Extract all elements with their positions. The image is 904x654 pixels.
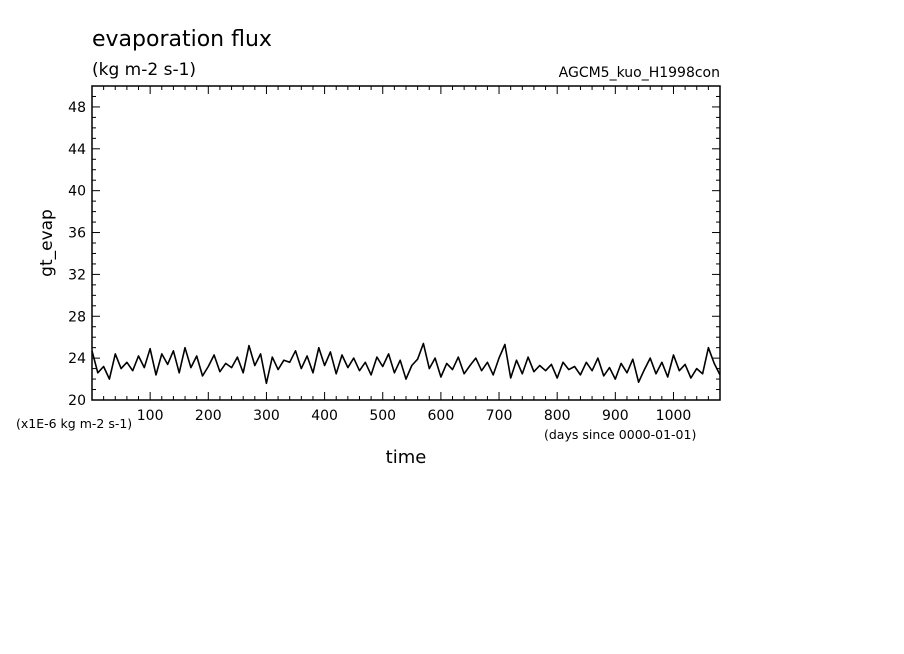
series-layer	[91, 342, 721, 385]
x-unit-note: (days since 0000-01-01)	[544, 427, 696, 442]
y-tick-label: 40	[68, 184, 86, 200]
x-tick-label: 1000	[656, 408, 692, 424]
x-tick-label: 900	[602, 408, 629, 424]
y-tick-label: 28	[68, 309, 86, 325]
x-tick-label: 800	[544, 408, 571, 424]
y-tick-label: 44	[68, 142, 86, 158]
y-axis-label: gt_evap	[37, 209, 57, 277]
y-tick-label: 20	[68, 393, 86, 409]
y-scale-note: (x1E-6 kg m-2 s-1)	[16, 416, 132, 431]
y-tick-label: 48	[68, 100, 86, 116]
y-tick-label: 36	[68, 226, 86, 242]
series-line-0	[91, 342, 721, 385]
y-tick-label: 32	[68, 267, 86, 283]
y-tick-labels: 20 24 28 32 36 40 44 48	[68, 100, 86, 409]
x-tick-label: 600	[428, 408, 455, 424]
x-tick-label: 100	[137, 408, 164, 424]
x-tick-label: 300	[253, 408, 280, 424]
x-tick-label: 200	[195, 408, 222, 424]
x-tick-label: 700	[486, 408, 513, 424]
x-tick-labels: 100 200 300 400 500 600 700 800 900 1000	[137, 408, 692, 424]
x-axis-label: time	[386, 447, 427, 468]
y-tick-label: 24	[68, 351, 86, 367]
x-tick-label: 500	[369, 408, 396, 424]
chart-subtitle: (kg m-2 s-1)	[92, 60, 196, 80]
experiment-label: AGCM5_kuo_H1998con	[559, 65, 720, 81]
chart-title: evaporation flux	[92, 27, 272, 52]
axis-ticks	[92, 86, 720, 401]
x-tick-label: 400	[311, 408, 338, 424]
